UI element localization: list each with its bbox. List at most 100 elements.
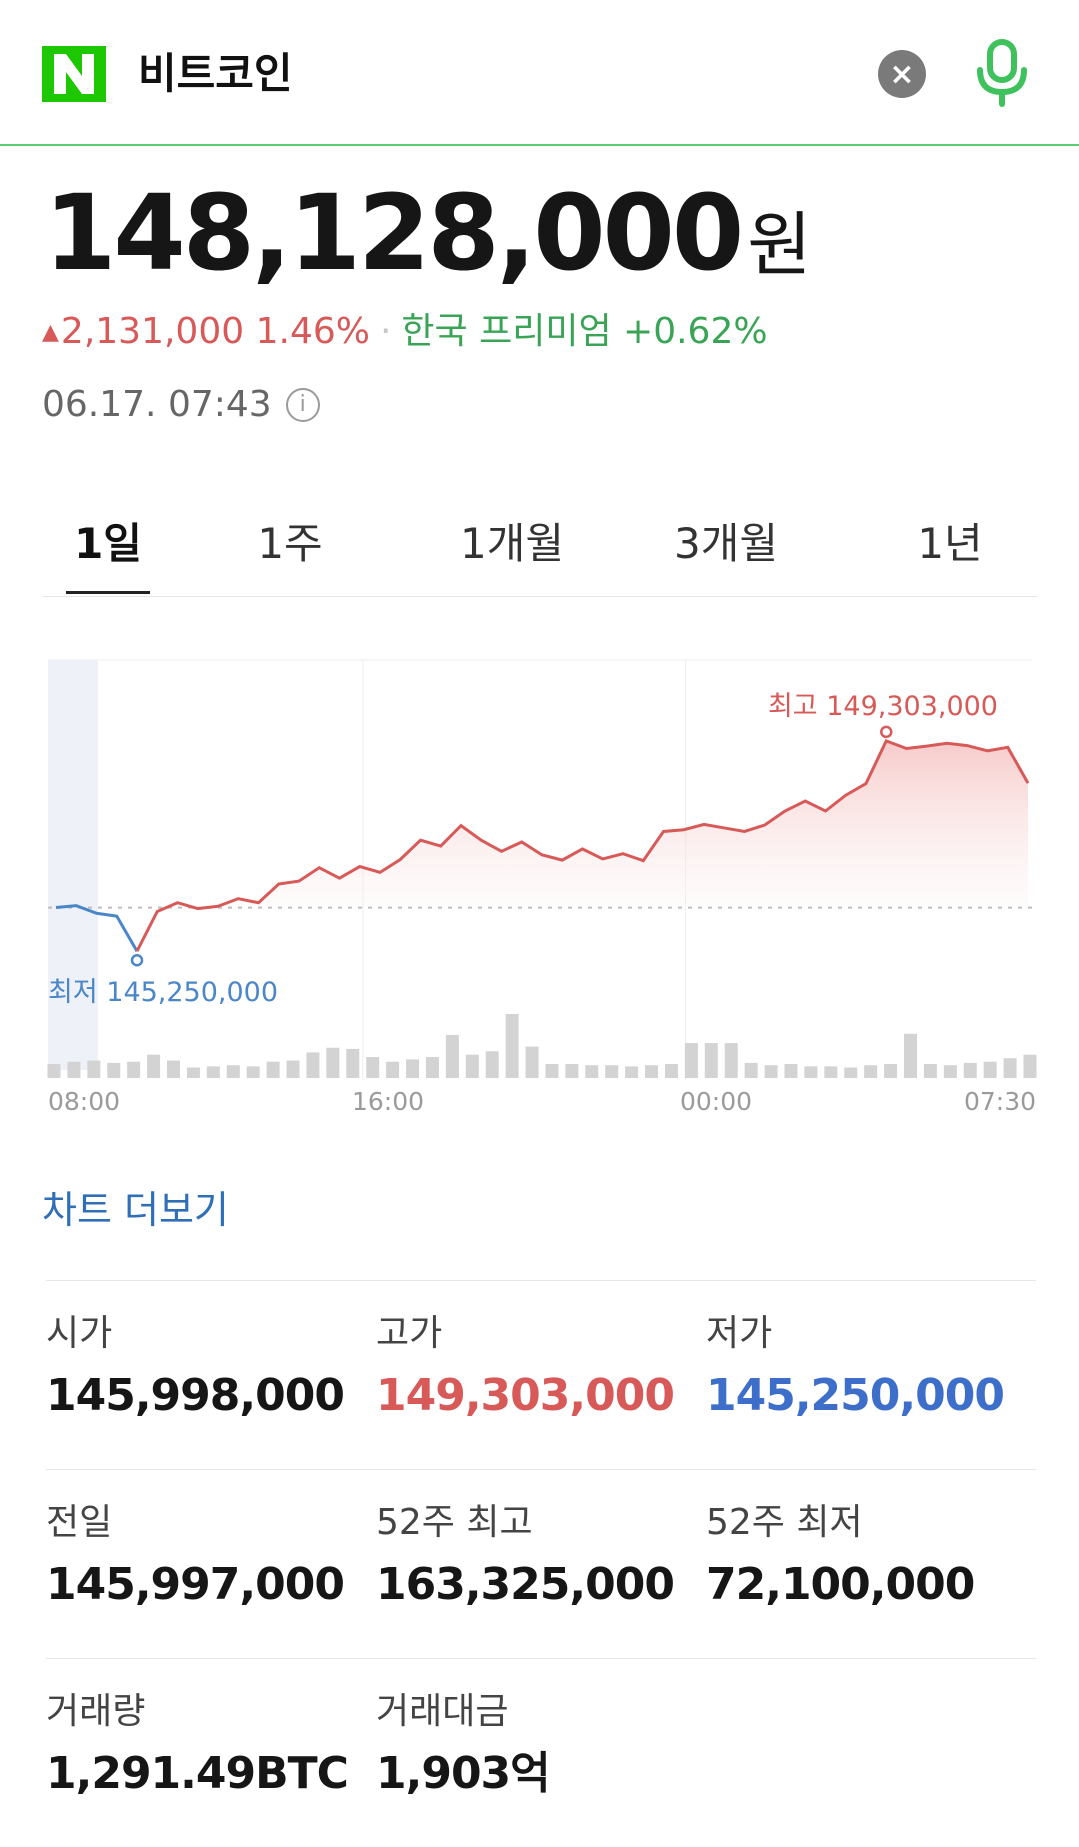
period-tabs: 1일 1주 1개월 3개월 1년 bbox=[42, 496, 1038, 597]
tab-1month[interactable]: 1개월 bbox=[459, 519, 564, 568]
stat-value: 72,100,000 bbox=[706, 1559, 975, 1610]
info-icon[interactable]: i bbox=[285, 388, 320, 422]
stat-52w-high: 52주 최고 163,325,000 bbox=[376, 1498, 706, 1616]
volume-bar bbox=[147, 1054, 161, 1078]
volume-bar bbox=[186, 1067, 200, 1078]
low-marker bbox=[130, 953, 144, 967]
x-tick-label: 08:00 bbox=[48, 1087, 120, 1116]
price-area-fill bbox=[137, 740, 1028, 908]
stats-table: 시가 145,998,000 고가 149,303,000 저가 145,250… bbox=[46, 1280, 1036, 1847]
stat-label: 고가 bbox=[376, 1313, 443, 1354]
price-unit: 원 bbox=[747, 204, 812, 286]
volume-bar bbox=[47, 1064, 61, 1078]
stats-row: 전일 145,997,000 52주 최고 163,325,000 52주 최저… bbox=[46, 1469, 1036, 1658]
stat-value: 149,303,000 bbox=[376, 1370, 675, 1421]
stat-volume: 거래량 1,291.49BTC bbox=[46, 1687, 376, 1805]
price-chart[interactable]: 최고 149,303,000 최저 145,250,000 08:00 16:00… bbox=[0, 640, 1079, 1130]
volume-bar bbox=[804, 1066, 818, 1078]
price-line-above-open bbox=[135, 739, 1030, 952]
change-amount: 2,131,000 bbox=[60, 311, 245, 352]
stat-value: 1,903억 bbox=[376, 1748, 551, 1799]
volume-bar bbox=[525, 1046, 539, 1078]
voice-search-mic-icon[interactable] bbox=[974, 38, 1030, 108]
x-tick-label: 16:00 bbox=[352, 1087, 424, 1116]
timestamp-text: 06.17. 07:43 bbox=[42, 384, 272, 425]
volume-bar bbox=[266, 1061, 280, 1078]
up-triangle-icon: ▲ bbox=[42, 320, 59, 345]
stat-prev-close: 전일 145,997,000 bbox=[46, 1498, 376, 1616]
stat-label: 시가 bbox=[46, 1313, 113, 1354]
stat-low: 저가 145,250,000 bbox=[706, 1309, 1036, 1427]
volume-bar bbox=[346, 1048, 360, 1078]
volume-bar bbox=[67, 1061, 81, 1078]
tab-1day[interactable]: 1일 bbox=[74, 519, 142, 568]
x-tick-label: 00:00 bbox=[680, 1087, 752, 1116]
volume-bar bbox=[844, 1067, 858, 1078]
tab-1week[interactable]: 1주 bbox=[257, 519, 323, 568]
volume-bar bbox=[445, 1034, 459, 1078]
volume-bar bbox=[386, 1061, 400, 1078]
stat-open: 시가 145,998,000 bbox=[46, 1309, 376, 1427]
price-value: 148,128,000 bbox=[44, 172, 744, 294]
volume-bar bbox=[903, 1033, 917, 1078]
tab-3months[interactable]: 3개월 bbox=[673, 519, 778, 568]
current-price: 148,128,000원 bbox=[44, 168, 812, 310]
high-label: 최고 149,303,000 bbox=[768, 691, 998, 722]
volume-bar bbox=[505, 1014, 519, 1078]
stat-high: 고가 149,303,000 bbox=[376, 1309, 706, 1427]
volume-bar bbox=[306, 1052, 320, 1078]
naver-logo-icon[interactable] bbox=[42, 46, 106, 102]
volume-bar bbox=[1003, 1058, 1017, 1078]
volume-bar bbox=[406, 1059, 420, 1078]
volume-bar bbox=[206, 1066, 220, 1078]
volume-bar bbox=[664, 1064, 678, 1078]
volume-bar bbox=[983, 1061, 997, 1078]
stat-label: 거래량 bbox=[46, 1691, 146, 1732]
separator-dot: · bbox=[379, 311, 392, 352]
premium-value: +0.62% bbox=[623, 311, 768, 352]
stat-value: 145,997,000 bbox=[46, 1559, 345, 1610]
price-line-below-open bbox=[55, 904, 139, 952]
volume-bars bbox=[47, 1014, 1037, 1078]
premium-label: 한국 프리미엄 bbox=[401, 311, 612, 352]
chart-session-shade bbox=[48, 660, 98, 1070]
search-input[interactable]: 비트코인 bbox=[138, 49, 293, 98]
volume-bar bbox=[326, 1047, 340, 1078]
volume-bar bbox=[824, 1066, 838, 1078]
volume-bar bbox=[226, 1065, 240, 1078]
volume-bar bbox=[485, 1051, 499, 1078]
stat-label: 52주 최고 bbox=[376, 1502, 533, 1543]
volume-bar bbox=[286, 1060, 300, 1078]
volume-bar bbox=[107, 1062, 121, 1078]
search-bar: 비트코인 × bbox=[0, 0, 1079, 146]
volume-bar bbox=[366, 1057, 380, 1078]
stat-value: 1,291.49BTC bbox=[46, 1748, 349, 1799]
volume-bar bbox=[1023, 1054, 1037, 1078]
volume-bar bbox=[127, 1061, 141, 1078]
high-marker bbox=[880, 725, 893, 739]
clear-search-button[interactable]: × bbox=[878, 50, 926, 98]
volume-bar bbox=[605, 1065, 619, 1078]
volume-bar bbox=[425, 1057, 439, 1078]
stats-row: 거래량 1,291.49BTC 거래대금 1,903억 bbox=[46, 1658, 1036, 1847]
volume-bar bbox=[585, 1065, 599, 1078]
volume-bar bbox=[87, 1060, 101, 1078]
tab-1year[interactable]: 1년 bbox=[917, 519, 983, 568]
price-change: ▲2,131,000 1.46% bbox=[42, 311, 370, 352]
volume-bar bbox=[565, 1064, 579, 1078]
volume-bar bbox=[684, 1043, 698, 1078]
more-chart-link[interactable]: 차트 더보기 bbox=[42, 1188, 229, 1232]
stat-value: 145,250,000 bbox=[706, 1370, 1005, 1421]
volume-bar bbox=[724, 1043, 738, 1078]
stat-52w-low: 52주 최저 72,100,000 bbox=[706, 1498, 1036, 1616]
close-icon: × bbox=[889, 56, 915, 92]
volume-bar bbox=[625, 1066, 639, 1078]
stat-label: 저가 bbox=[706, 1313, 773, 1354]
stat-label: 거래대금 bbox=[376, 1691, 509, 1732]
volume-bar bbox=[167, 1060, 181, 1078]
volume-bar bbox=[704, 1043, 718, 1078]
korea-premium[interactable]: 한국 프리미엄 +0.62% bbox=[401, 311, 767, 352]
change-percent: 1.46% bbox=[255, 311, 370, 352]
stat-label: 전일 bbox=[46, 1502, 113, 1543]
stats-row: 시가 145,998,000 고가 149,303,000 저가 145,250… bbox=[46, 1280, 1036, 1469]
